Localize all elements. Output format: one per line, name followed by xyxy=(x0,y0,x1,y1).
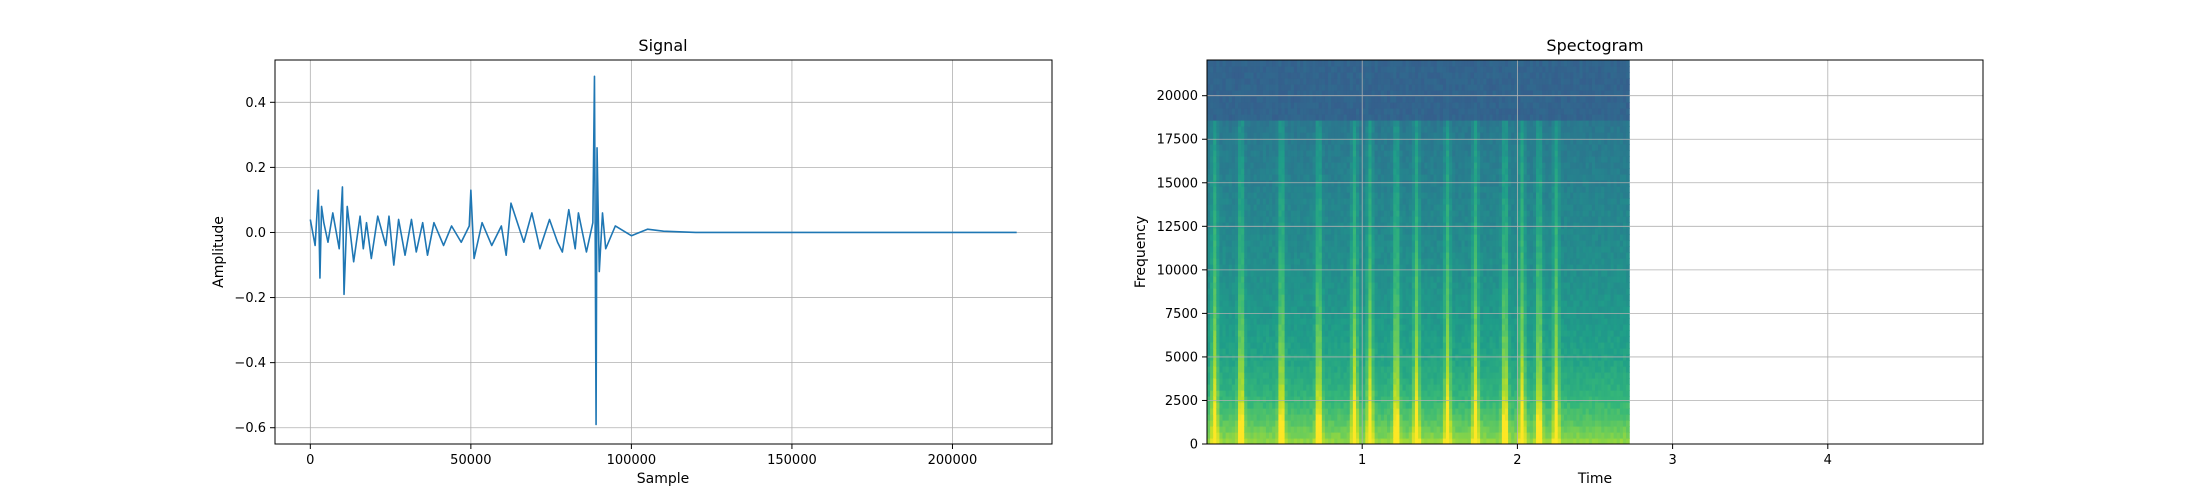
signal-plot: 0 50000 100000 150000 200000 −0.6 −0.4 −0.2 0.0 0… xyxy=(211,36,1052,487)
signal-axes-frame xyxy=(275,60,1052,444)
signal-ytick-label: −0.2 xyxy=(234,291,266,306)
spectrogram-heatmap xyxy=(1207,60,1630,445)
signal-ytick-label: 0.2 xyxy=(245,161,266,176)
signal-ytick-label: −0.6 xyxy=(234,421,266,436)
signal-xtick-label: 150000 xyxy=(767,453,817,468)
signal-ytick-label: 0.4 xyxy=(245,96,266,111)
signal-xlabel: Sample xyxy=(637,471,690,487)
signal-line xyxy=(310,76,1016,424)
signal-xtick-label: 0 xyxy=(306,453,314,468)
signal-title: Signal xyxy=(638,36,687,55)
signal-ytick-label: −0.4 xyxy=(234,356,266,371)
signal-ytick-label: 0.0 xyxy=(245,226,266,241)
signal-ylabel: Amplitude xyxy=(211,216,227,288)
signal-ticks: 0 50000 100000 150000 200000 −0.6 −0.4 −0.2 0.0 0… xyxy=(234,96,977,468)
signal-line-group xyxy=(310,76,1016,424)
signal-xtick-label: 50000 xyxy=(450,453,491,468)
signal-xtick-label: 100000 xyxy=(607,453,657,468)
signal-xtick-label: 200000 xyxy=(928,453,978,468)
signal-grid xyxy=(275,60,1052,444)
